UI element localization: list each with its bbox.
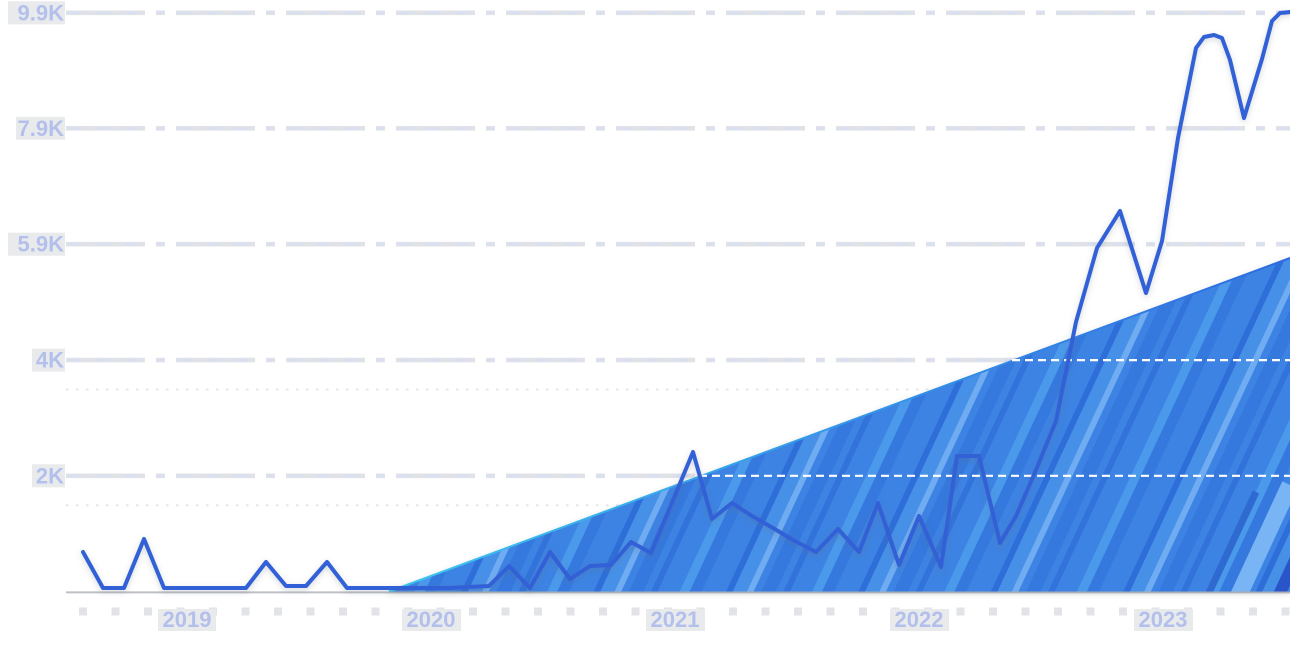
svg-text:2020: 2020 [407,607,456,632]
svg-text:2019: 2019 [163,607,212,632]
svg-text:4K: 4K [36,348,64,373]
svg-text:2021: 2021 [651,607,700,632]
svg-text:9.9K: 9.9K [18,0,65,25]
svg-text:2K: 2K [36,463,64,488]
svg-text:5.9K: 5.9K [18,232,65,257]
svg-text:7.9K: 7.9K [18,116,65,141]
svg-text:2022: 2022 [895,607,944,632]
svg-text:2023: 2023 [1139,607,1188,632]
